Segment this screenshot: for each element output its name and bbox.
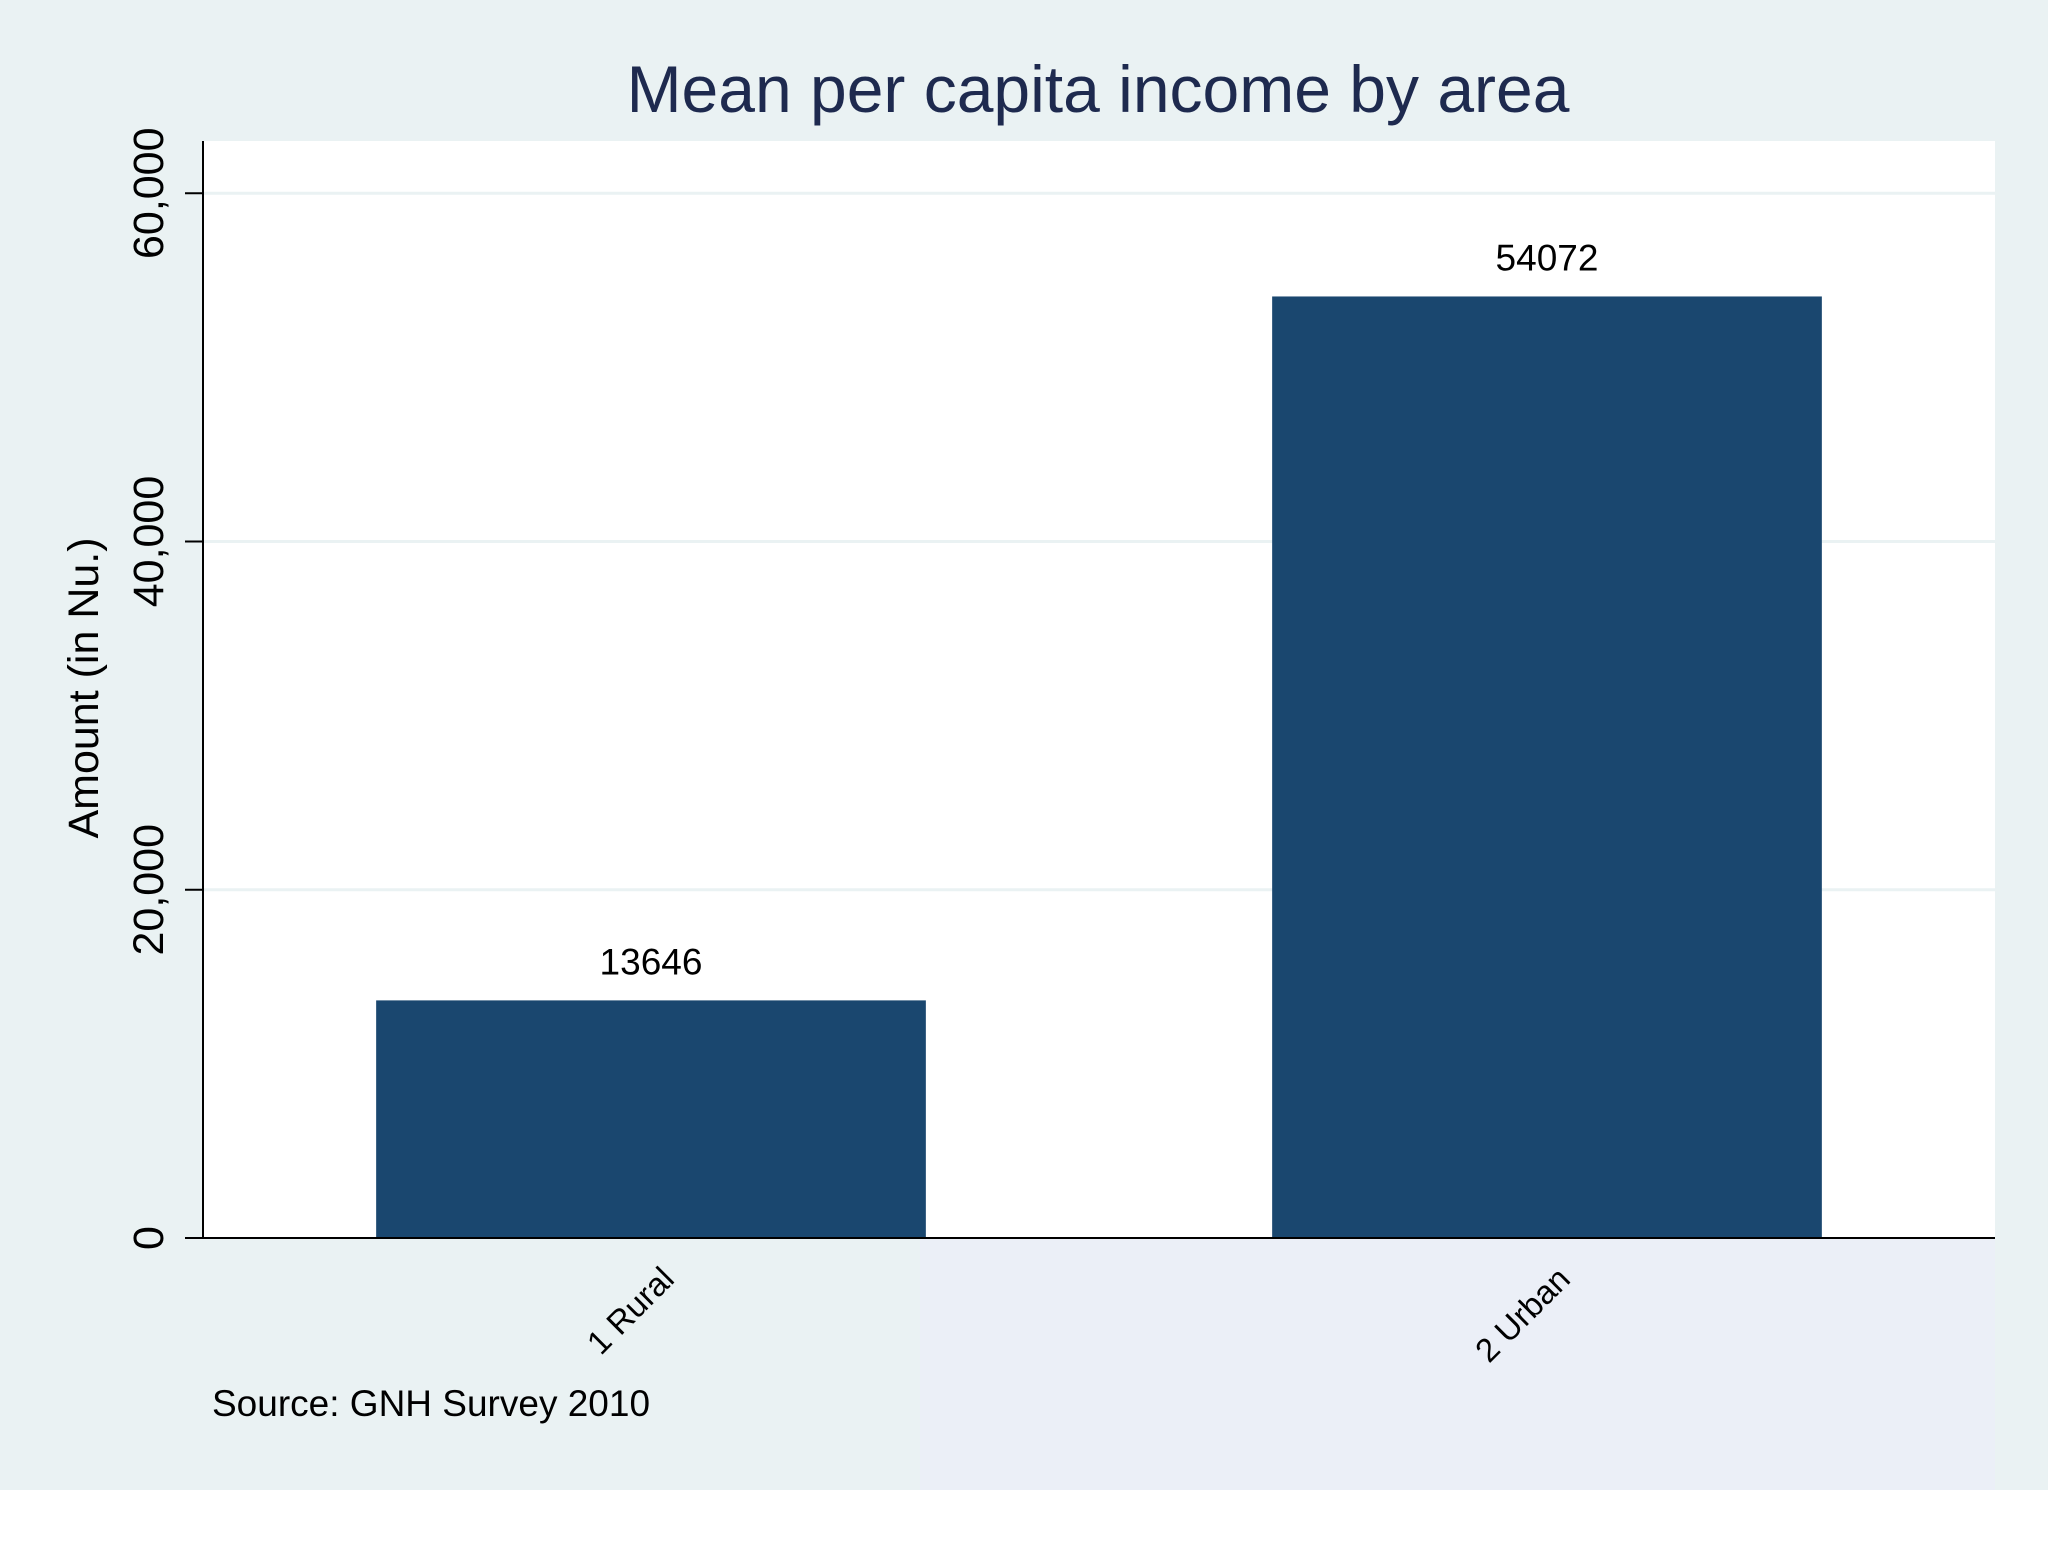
bar-1 — [376, 1000, 926, 1238]
y-tick-label: 40,000 — [125, 476, 173, 608]
y-tick-label: 20,000 — [125, 824, 173, 956]
source-note: Source: GNH Survey 2010 — [212, 1383, 650, 1424]
y-tick-label: 60,000 — [125, 127, 173, 259]
y-axis-label: Amount (in Nu.) — [60, 537, 108, 838]
y-tick-label: 0 — [125, 1226, 173, 1250]
bars: 13646 54072 — [376, 237, 1822, 1238]
bar-value-label: 13646 — [600, 941, 703, 982]
bar-2 — [1272, 296, 1822, 1238]
chart-title: Mean per capita income by area — [627, 52, 1570, 126]
axis-band — [920, 1238, 1995, 1490]
bar-value-label: 54072 — [1496, 237, 1599, 278]
